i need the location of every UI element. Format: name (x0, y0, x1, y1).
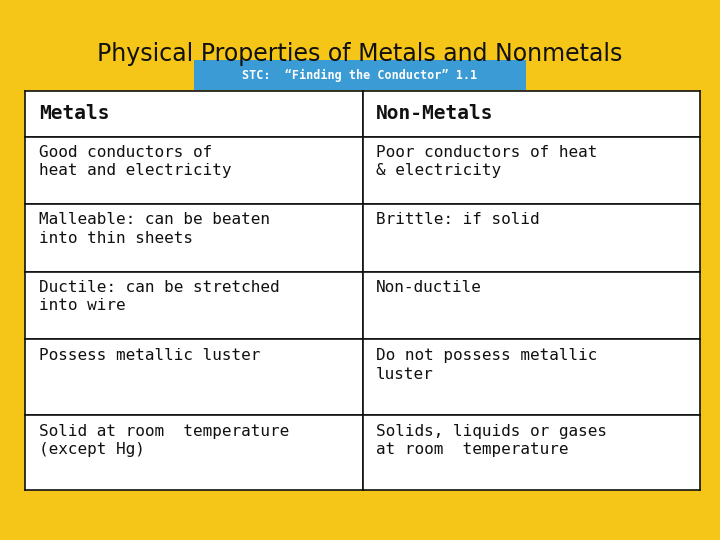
Text: Possess metallic luster: Possess metallic luster (39, 348, 260, 363)
Text: STC:  “Finding the Conductor” 1.1: STC: “Finding the Conductor” 1.1 (243, 69, 477, 82)
Text: Poor conductors of heat
& electricity: Poor conductors of heat & electricity (376, 145, 598, 178)
Text: Non-Metals: Non-Metals (376, 104, 493, 123)
Text: Physical Properties of Metals and Nonmetals: Physical Properties of Metals and Nonmet… (97, 42, 623, 66)
Text: Brittle: if solid: Brittle: if solid (376, 212, 539, 227)
Text: Do not possess metallic
luster: Do not possess metallic luster (376, 348, 598, 382)
Text: Malleable: can be beaten
into thin sheets: Malleable: can be beaten into thin sheet… (39, 212, 270, 246)
Text: Good conductors of
heat and electricity: Good conductors of heat and electricity (39, 145, 231, 178)
Text: Ductile: can be stretched
into wire: Ductile: can be stretched into wire (39, 280, 279, 313)
Text: Non-ductile: Non-ductile (376, 280, 482, 295)
Text: Solids, liquids or gases
at room  temperature: Solids, liquids or gases at room tempera… (376, 424, 607, 457)
Text: Solid at room  temperature
(except Hg): Solid at room temperature (except Hg) (39, 424, 289, 457)
Text: Metals: Metals (39, 104, 109, 123)
